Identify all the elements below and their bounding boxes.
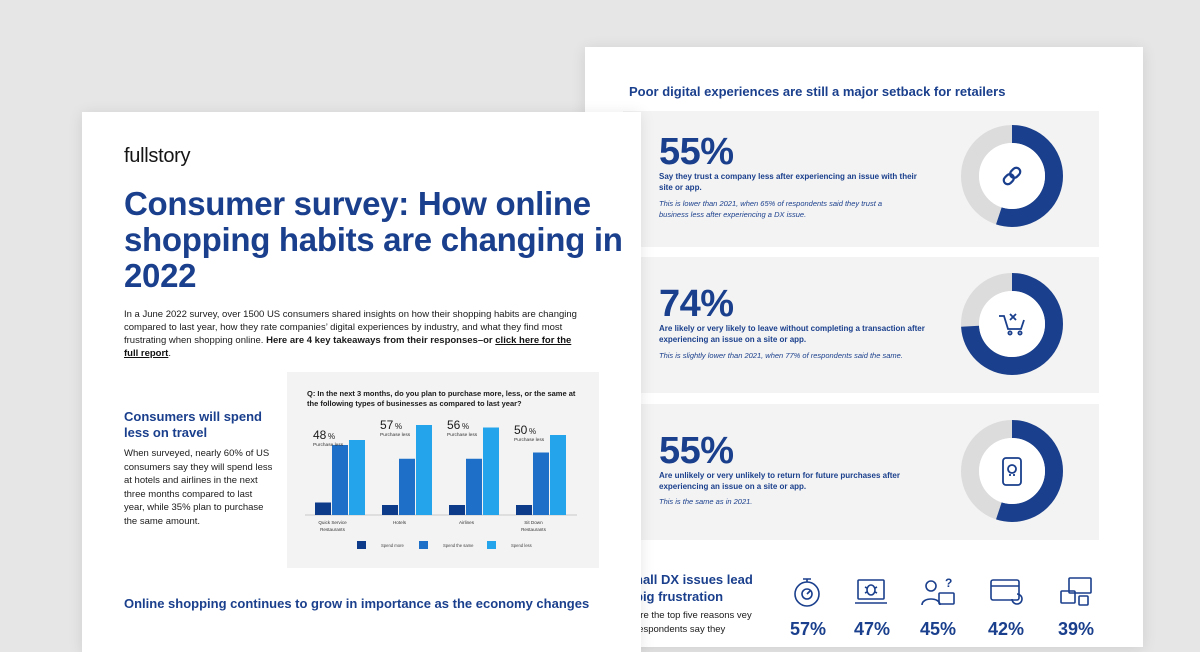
stat-card-return: 55% Are unlikely or very unlikely to ret… — [623, 404, 1099, 540]
section-body: When surveyed, nearly 60% of US consumer… — [124, 448, 273, 527]
category-label: Airlines — [459, 520, 475, 525]
intro-end: . — [168, 348, 171, 359]
cart-x-icon — [999, 313, 1025, 336]
stat-description: Are likely or very likely to leave witho… — [659, 324, 925, 344]
report-front-page: fullstory Consumer survey: How online sh… — [82, 112, 641, 652]
bar-spend-more — [516, 505, 532, 515]
intro-text: In a June 2022 survey, over 1500 US cons… — [124, 309, 577, 346]
bar-spend-more — [382, 505, 398, 515]
stat-note: This is slightly lower than 2021, when 7… — [659, 351, 903, 360]
bar-spend-the-same — [533, 452, 549, 515]
brand-logo: fullstory — [124, 145, 191, 167]
page-title: Consumer survey: How online shopping hab… — [124, 185, 623, 294]
donut-chart — [961, 420, 1063, 522]
bar-spend-less — [416, 425, 432, 515]
callout-unit: % — [529, 427, 536, 436]
card-refresh-icon — [990, 579, 1023, 605]
callout-unit: % — [462, 422, 469, 431]
category-label: Sit Down — [524, 520, 543, 525]
bar-spend-the-same — [466, 458, 482, 515]
chart-title: Q: In the next 3 months, do you plan to … — [307, 389, 576, 408]
dx-heading: nall DX issues lead big frustration — [635, 572, 753, 604]
callout-label: Purchase less — [380, 432, 411, 438]
stat-value: 74% — [659, 283, 734, 325]
donut-chart — [961, 125, 1063, 227]
report-back-page: Poor digital experiences are still a maj… — [585, 47, 1143, 647]
stat-card-trust: 55% Say they trust a company less after … — [623, 111, 1099, 247]
legend-swatch — [357, 541, 366, 549]
stat-value: 55% — [659, 131, 734, 173]
stat-description: Are unlikely or very unlikely to return … — [659, 471, 900, 491]
category-label: Restaurants — [320, 527, 345, 532]
intro-paragraph: In a June 2022 survey, over 1500 US cons… — [124, 308, 584, 360]
category-label: Hotels — [393, 520, 407, 525]
category-label: Restaurants — [521, 527, 546, 532]
category-label: Quick Service — [318, 520, 347, 525]
bar-spend-the-same — [399, 458, 415, 515]
stat-note: This is the same as in 2021. — [659, 497, 753, 506]
phone-skull-icon — [1002, 457, 1022, 486]
stat-card-leave: 74% Are likely or very likely to leave w… — [623, 257, 1099, 393]
legend-label: Spend the same — [443, 543, 474, 548]
section-heading: Consumers will spend less on travel — [124, 409, 262, 440]
bar-spend-less — [483, 427, 499, 515]
devices-icon — [1060, 577, 1092, 606]
callout-label: Purchase less — [514, 437, 545, 443]
stat-description: Say they trust a company less after expe… — [659, 172, 917, 192]
callout-unit: % — [395, 422, 402, 431]
stat-value: 55% — [659, 430, 734, 472]
callout-value: 50 — [514, 423, 528, 437]
legend-swatch — [487, 541, 496, 549]
confused-user-icon: ? — [921, 576, 955, 606]
online-shopping-heading: Online shopping continues to grow in imp… — [124, 596, 590, 611]
donut-hole — [979, 438, 1045, 504]
bar-spend-more — [315, 502, 331, 515]
svg-text:?: ? — [945, 576, 952, 590]
bug-laptop-icon — [855, 579, 887, 604]
donut-arc — [961, 125, 1063, 227]
legend-label: Spend more — [381, 543, 404, 548]
bar-spend-less — [550, 435, 566, 515]
callout-label: Purchase less — [447, 432, 478, 438]
back-page-heading: Poor digital experiences are still a maj… — [629, 84, 1006, 99]
legend-label: Spend less — [511, 543, 532, 548]
bar-spend-the-same — [332, 445, 348, 515]
dx-text: are the top five reasons vey respondents… — [635, 610, 752, 635]
bar-spend-more — [449, 505, 465, 515]
intro-bold: Here are 4 key takeaways from their resp… — [266, 335, 493, 346]
bar-spend-less — [349, 440, 365, 515]
callout-value: 57 — [380, 418, 394, 432]
purchase-chart: Q: In the next 3 months, do you plan to … — [287, 372, 599, 568]
donut-hole — [979, 291, 1045, 357]
donut-arc — [961, 273, 1063, 375]
stopwatch-icon — [794, 578, 820, 607]
stat-note: This is lower than 2021, when 65% of res… — [659, 199, 883, 219]
donut-chart — [961, 273, 1063, 375]
legend-swatch — [419, 541, 428, 549]
callout-unit: % — [328, 432, 335, 441]
callout-value: 56 — [447, 418, 461, 432]
callout-label: Purchase less — [313, 442, 344, 448]
full-report-link[interactable]: click here for the full report — [124, 335, 572, 359]
link-icon — [1002, 166, 1022, 186]
callout-value: 48 — [313, 428, 327, 442]
donut-arc — [961, 420, 1063, 522]
